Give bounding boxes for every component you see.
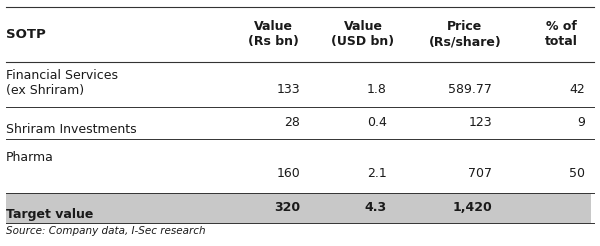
Text: 320: 320 bbox=[274, 201, 300, 214]
Text: 1.8: 1.8 bbox=[367, 83, 387, 96]
Text: 123: 123 bbox=[469, 117, 492, 129]
Text: 2.1: 2.1 bbox=[367, 167, 387, 180]
Text: Financial Services
(ex Shriram): Financial Services (ex Shriram) bbox=[6, 69, 118, 97]
Text: 0.4: 0.4 bbox=[367, 117, 387, 129]
Text: 133: 133 bbox=[277, 83, 300, 96]
Text: 160: 160 bbox=[276, 167, 300, 180]
Text: 42: 42 bbox=[569, 83, 585, 96]
Text: 4.3: 4.3 bbox=[365, 201, 387, 214]
Text: Pharma: Pharma bbox=[6, 151, 54, 164]
Text: Source: Company data, I-Sec research: Source: Company data, I-Sec research bbox=[6, 226, 206, 236]
Text: Shriram Investments: Shriram Investments bbox=[6, 123, 137, 136]
Text: 9: 9 bbox=[577, 117, 585, 129]
Text: 28: 28 bbox=[284, 117, 300, 129]
Text: SOTP: SOTP bbox=[6, 28, 46, 41]
Text: Target value: Target value bbox=[6, 208, 94, 221]
Text: % of
total: % of total bbox=[545, 20, 577, 48]
Text: Value
(Rs bn): Value (Rs bn) bbox=[248, 20, 298, 48]
FancyBboxPatch shape bbox=[6, 193, 591, 223]
Text: 1,420: 1,420 bbox=[452, 201, 492, 214]
Text: Price
(Rs/share): Price (Rs/share) bbox=[428, 20, 502, 48]
Text: Value
(USD bn): Value (USD bn) bbox=[331, 20, 395, 48]
Text: 707: 707 bbox=[468, 167, 492, 180]
Text: 589.77: 589.77 bbox=[448, 83, 492, 96]
Text: 50: 50 bbox=[569, 167, 585, 180]
